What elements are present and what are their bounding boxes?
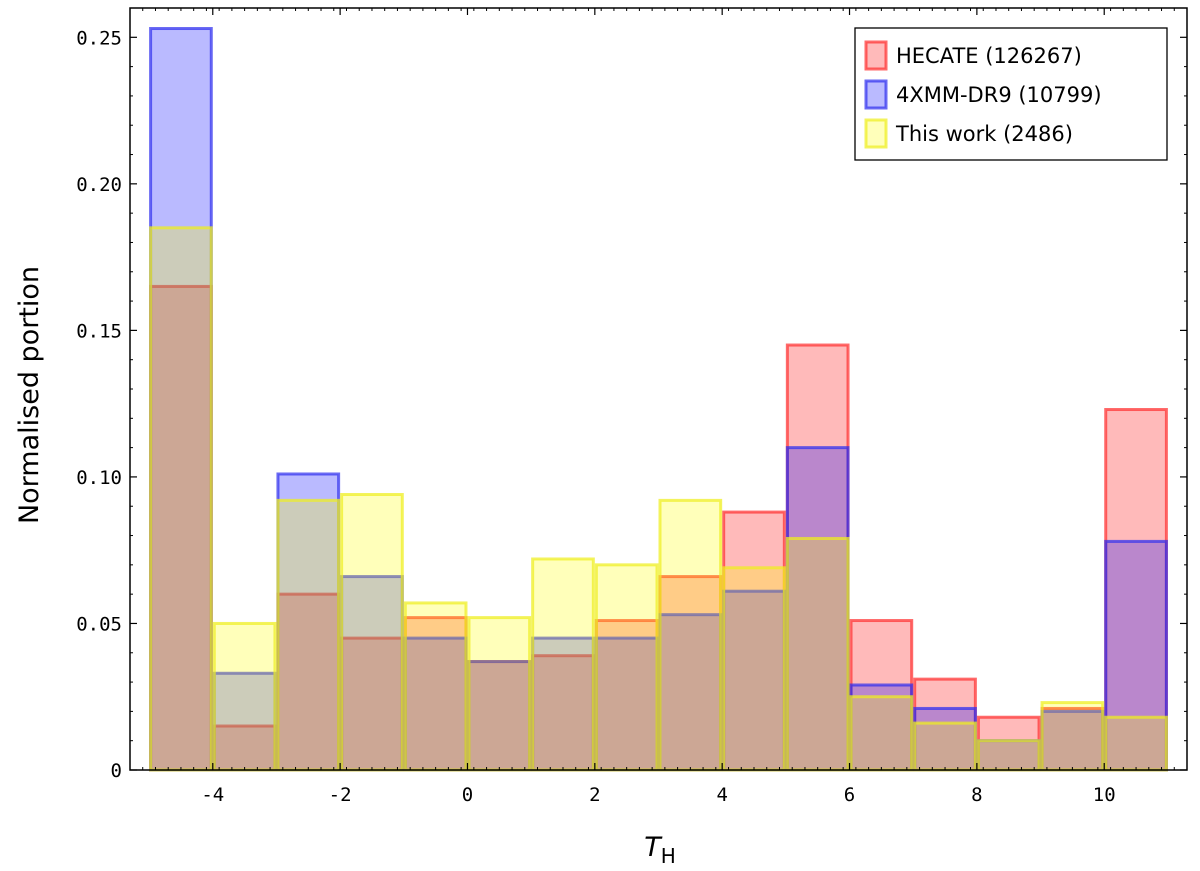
histogram-bar bbox=[785, 536, 850, 772]
histogram-bar bbox=[149, 226, 213, 772]
x-axis-title-subscript: H bbox=[661, 844, 676, 868]
x-tick-label: 8 bbox=[971, 784, 982, 806]
histogram-bar bbox=[913, 721, 977, 772]
histogram-bar bbox=[1104, 715, 1168, 772]
histogram-bar bbox=[849, 695, 914, 772]
y-tick-label: 0 bbox=[111, 760, 122, 782]
histogram-bar bbox=[340, 493, 404, 772]
y-tick-label: 0.10 bbox=[76, 467, 122, 489]
x-axis-title: TH bbox=[644, 832, 676, 868]
histogram-bar bbox=[276, 498, 341, 772]
x-tick-label: 10 bbox=[1093, 784, 1116, 806]
histogram-bar bbox=[976, 739, 1041, 772]
x-tick-label: 0 bbox=[462, 784, 473, 806]
histogram-bars bbox=[149, 27, 1168, 772]
x-axis-title-main: T bbox=[644, 832, 663, 863]
legend-label: 4XMM-DR9 (10799) bbox=[896, 83, 1102, 107]
legend-label: This work (2486) bbox=[895, 122, 1073, 146]
legend: HECATE (126267) 4XMM-DR9 (10799) This work… bbox=[854, 27, 1168, 161]
histogram-bar bbox=[467, 616, 532, 772]
y-tick-label: 0.20 bbox=[76, 174, 122, 196]
histogram-bar bbox=[467, 660, 532, 772]
histogram-bar bbox=[722, 566, 786, 772]
legend-swatch bbox=[864, 40, 888, 71]
histogram-bar bbox=[658, 498, 723, 772]
y-tick-label: 0.05 bbox=[76, 613, 122, 635]
legend-entries: HECATE (126267) 4XMM-DR9 (10799) This work… bbox=[864, 40, 1102, 149]
histogram-bar bbox=[276, 472, 341, 772]
histogram-bar bbox=[1040, 709, 1105, 772]
legend-box bbox=[854, 27, 1168, 161]
legend-label: HECATE (126267) bbox=[896, 44, 1082, 68]
histogram-bar bbox=[340, 575, 404, 772]
histogram-bar bbox=[403, 601, 468, 772]
axis-ticks: -4 -2 0 2 4 6 8 10 0 0.05 0.10 0.15 0.20 0.25 bbox=[76, 7, 1188, 806]
x-tick-label: -4 bbox=[201, 784, 224, 806]
x-tick-label: 2 bbox=[589, 784, 600, 806]
legend-swatch bbox=[864, 79, 888, 110]
x-tick-label: -2 bbox=[329, 784, 352, 806]
x-tick-label: 4 bbox=[716, 784, 727, 806]
legend-swatch bbox=[864, 118, 888, 149]
x-tick-label: 6 bbox=[844, 784, 855, 806]
histogram-bar bbox=[531, 557, 595, 772]
histogram-bar bbox=[531, 636, 595, 772]
y-tick-label: 0.25 bbox=[76, 27, 122, 49]
y-tick-label: 0.15 bbox=[76, 320, 122, 342]
y-axis-title: Normalised portion bbox=[14, 266, 45, 524]
histogram-bar bbox=[1040, 701, 1105, 772]
histogram-bar bbox=[594, 563, 659, 772]
histogram-bar bbox=[212, 621, 277, 772]
histogram-bar bbox=[913, 706, 977, 772]
